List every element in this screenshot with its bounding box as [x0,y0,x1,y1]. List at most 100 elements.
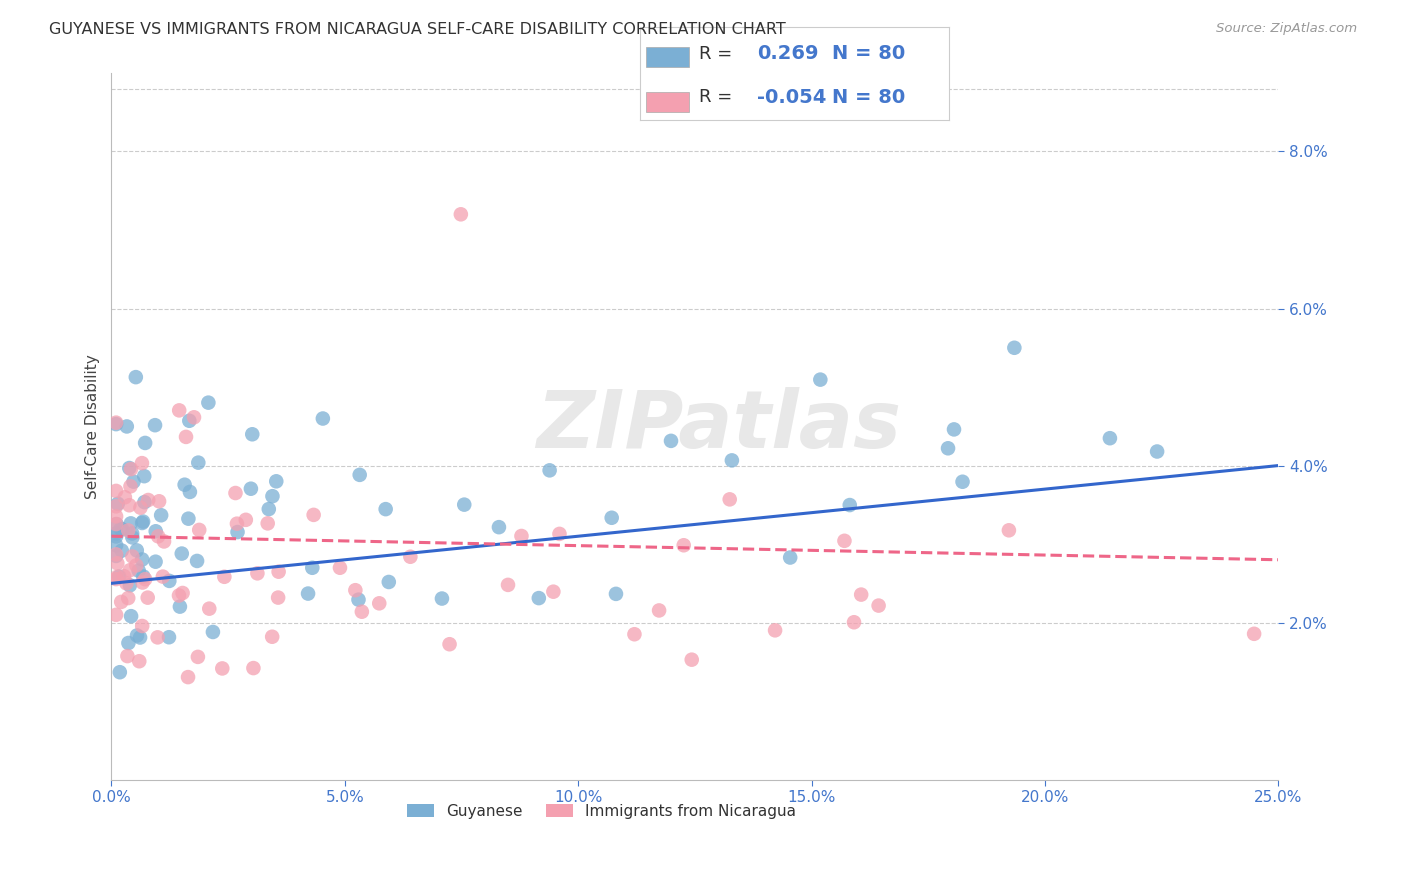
Point [1098,431,1121,445]
Point [136,493,159,508]
Point [105,517,128,532]
Point [439,637,461,651]
Point [105,416,128,430]
Point [150,508,173,523]
Point [187,456,209,470]
Point [131,619,153,633]
Point [543,584,565,599]
Point [262,489,284,503]
Point [453,498,475,512]
Point [129,631,152,645]
Point [681,653,703,667]
Text: R =: R = [699,88,738,106]
Point [496,578,519,592]
Point [1002,341,1025,355]
Text: ZIPatlas: ZIPatlas [536,387,901,466]
Point [108,569,131,583]
Point [187,649,209,664]
Point [240,427,263,442]
Point [145,524,167,539]
Point [105,526,128,541]
Point [347,592,370,607]
Point [105,417,128,431]
Point [134,572,156,586]
Point [302,508,325,522]
Legend: Guyanese, Immigrants from Nicaragua: Guyanese, Immigrants from Nicaragua [401,797,803,825]
Point [107,497,129,511]
Point [226,516,249,531]
Point [105,548,128,562]
Point [177,511,200,525]
Point [297,586,319,600]
Point [214,570,236,584]
Point [117,524,139,538]
Point [198,601,221,615]
Point [488,520,510,534]
Point [374,502,396,516]
Point [450,207,472,221]
Point [226,524,249,539]
Point [197,395,219,409]
Point [152,569,174,583]
Point [105,538,128,552]
Point [131,575,153,590]
Point [131,552,153,566]
Point [146,631,169,645]
Point [538,463,561,477]
Point [510,529,533,543]
Point [834,533,856,548]
Point [779,550,801,565]
Point [262,630,284,644]
Point [842,615,865,630]
Point [146,529,169,543]
Point [312,411,335,425]
Point [998,524,1021,538]
Point [134,495,156,509]
Point [120,609,142,624]
Point [118,461,141,475]
Point [349,467,371,482]
Point [851,588,873,602]
Point [868,599,890,613]
Point [183,410,205,425]
Point [110,522,132,536]
Point [167,589,190,603]
Point [257,502,280,516]
Point [121,526,143,541]
Point [125,543,148,558]
Point [808,373,831,387]
Point [399,549,422,564]
Point [148,494,170,508]
Point [131,516,153,530]
Point [105,529,128,543]
Point [1243,627,1265,641]
Point [105,483,128,498]
Point [172,586,194,600]
Point [659,434,682,448]
Point [120,516,142,531]
Point [117,649,139,664]
Point [120,462,142,476]
Point [117,636,139,650]
Text: N = 80: N = 80 [831,87,904,106]
FancyBboxPatch shape [645,92,689,112]
Point [211,661,233,675]
Point [623,627,645,641]
Point [256,516,278,531]
Point [239,482,262,496]
Text: Source: ZipAtlas.com: Source: ZipAtlas.com [1216,22,1357,36]
Point [267,565,290,579]
Point [157,574,180,588]
Text: R =: R = [699,45,738,63]
Point [131,456,153,470]
Point [605,587,627,601]
Point [118,498,141,512]
Point [174,430,197,444]
Point [763,624,786,638]
Point [105,570,128,584]
Point [121,531,143,545]
Point [179,484,201,499]
Point [125,370,148,384]
Point [134,436,156,450]
Point [118,563,141,577]
